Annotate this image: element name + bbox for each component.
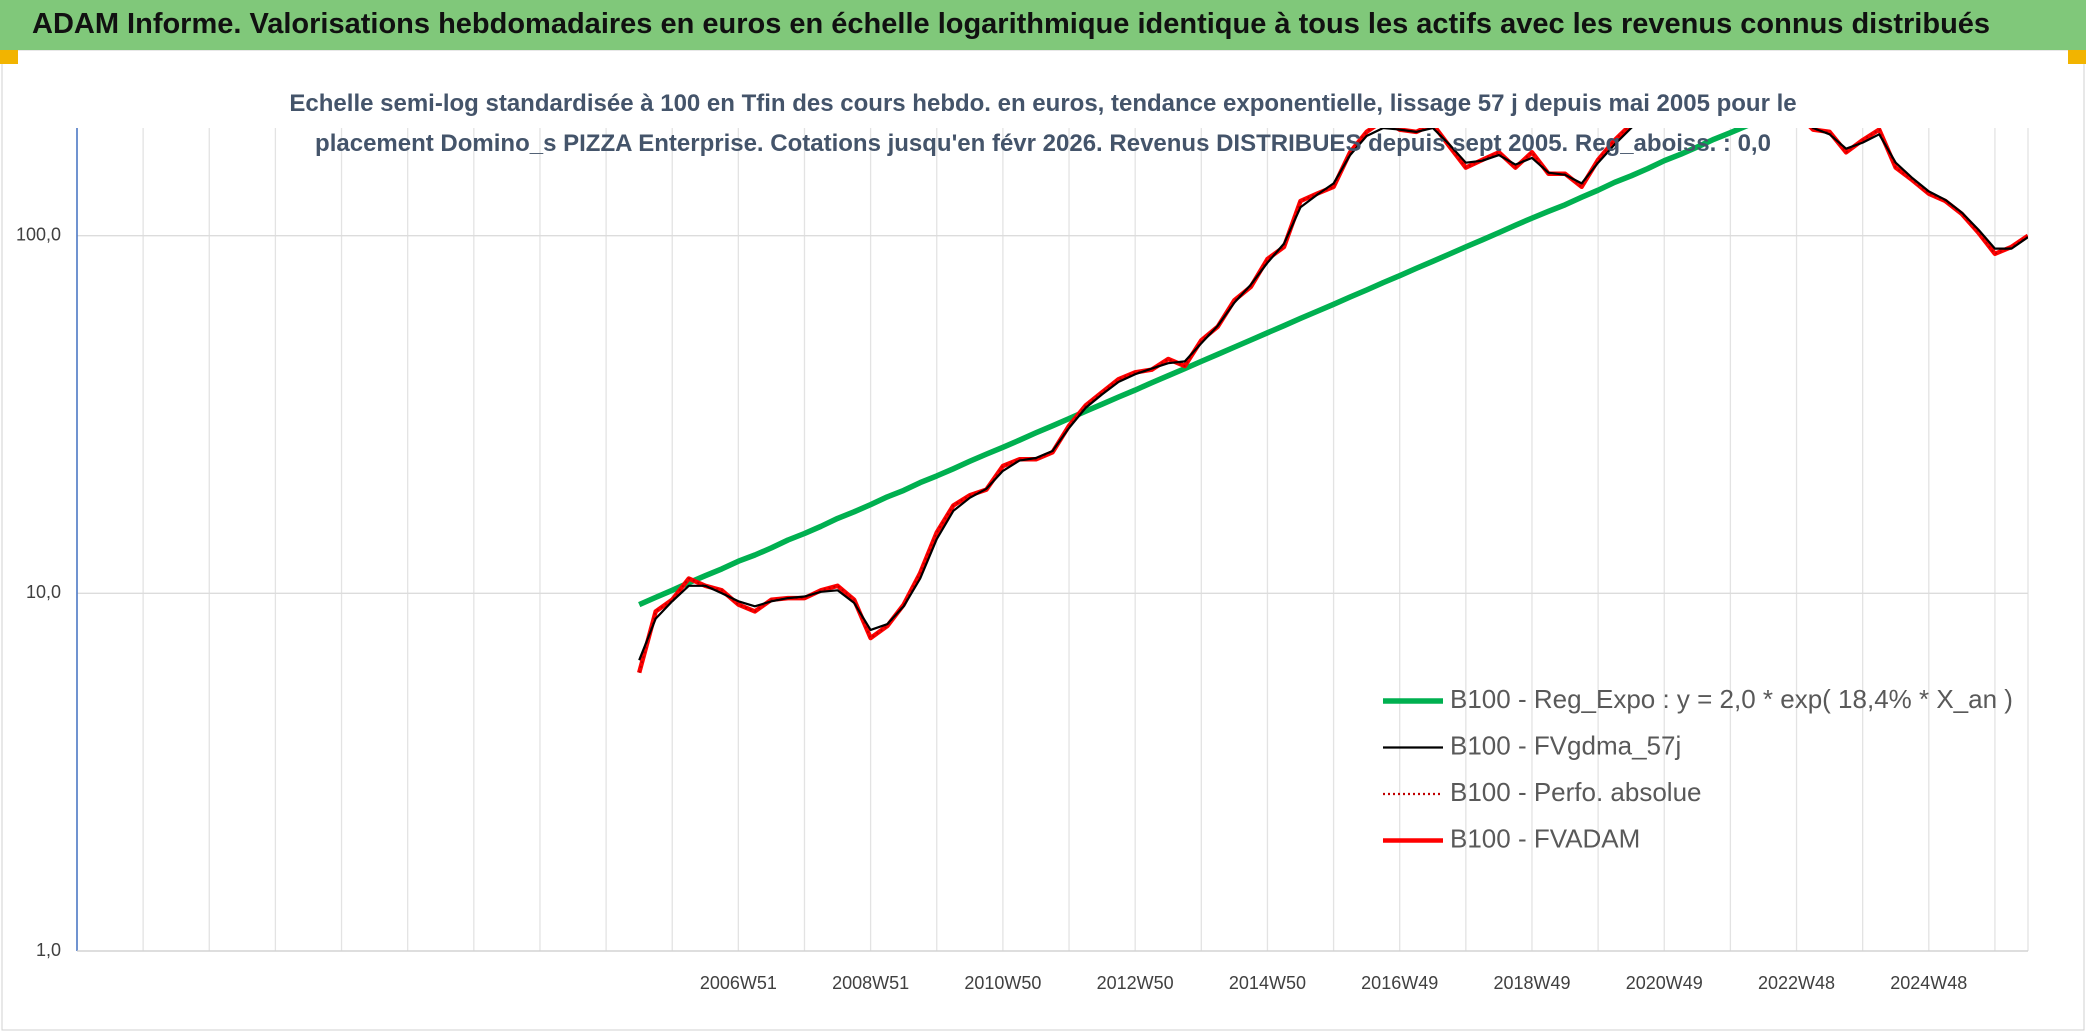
x-tick-label: 2008W51 (832, 973, 909, 993)
corner-mark (0, 50, 18, 64)
chart-title: ADAM Informe. Valorisations hebdomadaire… (32, 8, 1991, 40)
legend-label: B100 - Perfo. absolue (1450, 777, 1702, 807)
corner-mark (2068, 50, 2086, 64)
x-tick-label: 2014W50 (1229, 973, 1306, 993)
subtitle: Echelle semi-log standardisée à 100 en T… (289, 90, 1797, 117)
x-tick-label: 2018W49 (1493, 973, 1570, 993)
header-bar: ADAM Informe. Valorisations hebdomadaire… (0, 0, 2086, 50)
series-line (638, 128, 2028, 661)
chart-border (1, 49, 2085, 1031)
y-tick-label: 100,0 (16, 224, 61, 244)
y-tick-label: 10,0 (26, 582, 61, 602)
legend-label: B100 - FVADAM (1450, 823, 1640, 853)
legend-label: B100 - Reg_Expo : y = 2,0 * exp( 18,4% *… (1450, 684, 2013, 714)
series-line (638, 128, 1749, 608)
x-tick-label: 2012W50 (1097, 973, 1174, 993)
x-tick-label: 2024W48 (1890, 973, 1967, 993)
legend-label: B100 - FVgdma_57j (1450, 730, 1681, 760)
series-line (637, 128, 2028, 674)
x-tick-label: 2016W49 (1361, 973, 1438, 993)
y-tick-label: 1,0 (36, 940, 61, 960)
x-tick-label: 2020W49 (1626, 973, 1703, 993)
subtitle: placement Domino_s PIZZA Enterprise. Cot… (315, 130, 1771, 157)
x-tick-label: 2022W48 (1758, 973, 1835, 993)
x-tick-label: 2010W50 (964, 973, 1041, 993)
x-tick-label: 2006W51 (700, 973, 777, 993)
